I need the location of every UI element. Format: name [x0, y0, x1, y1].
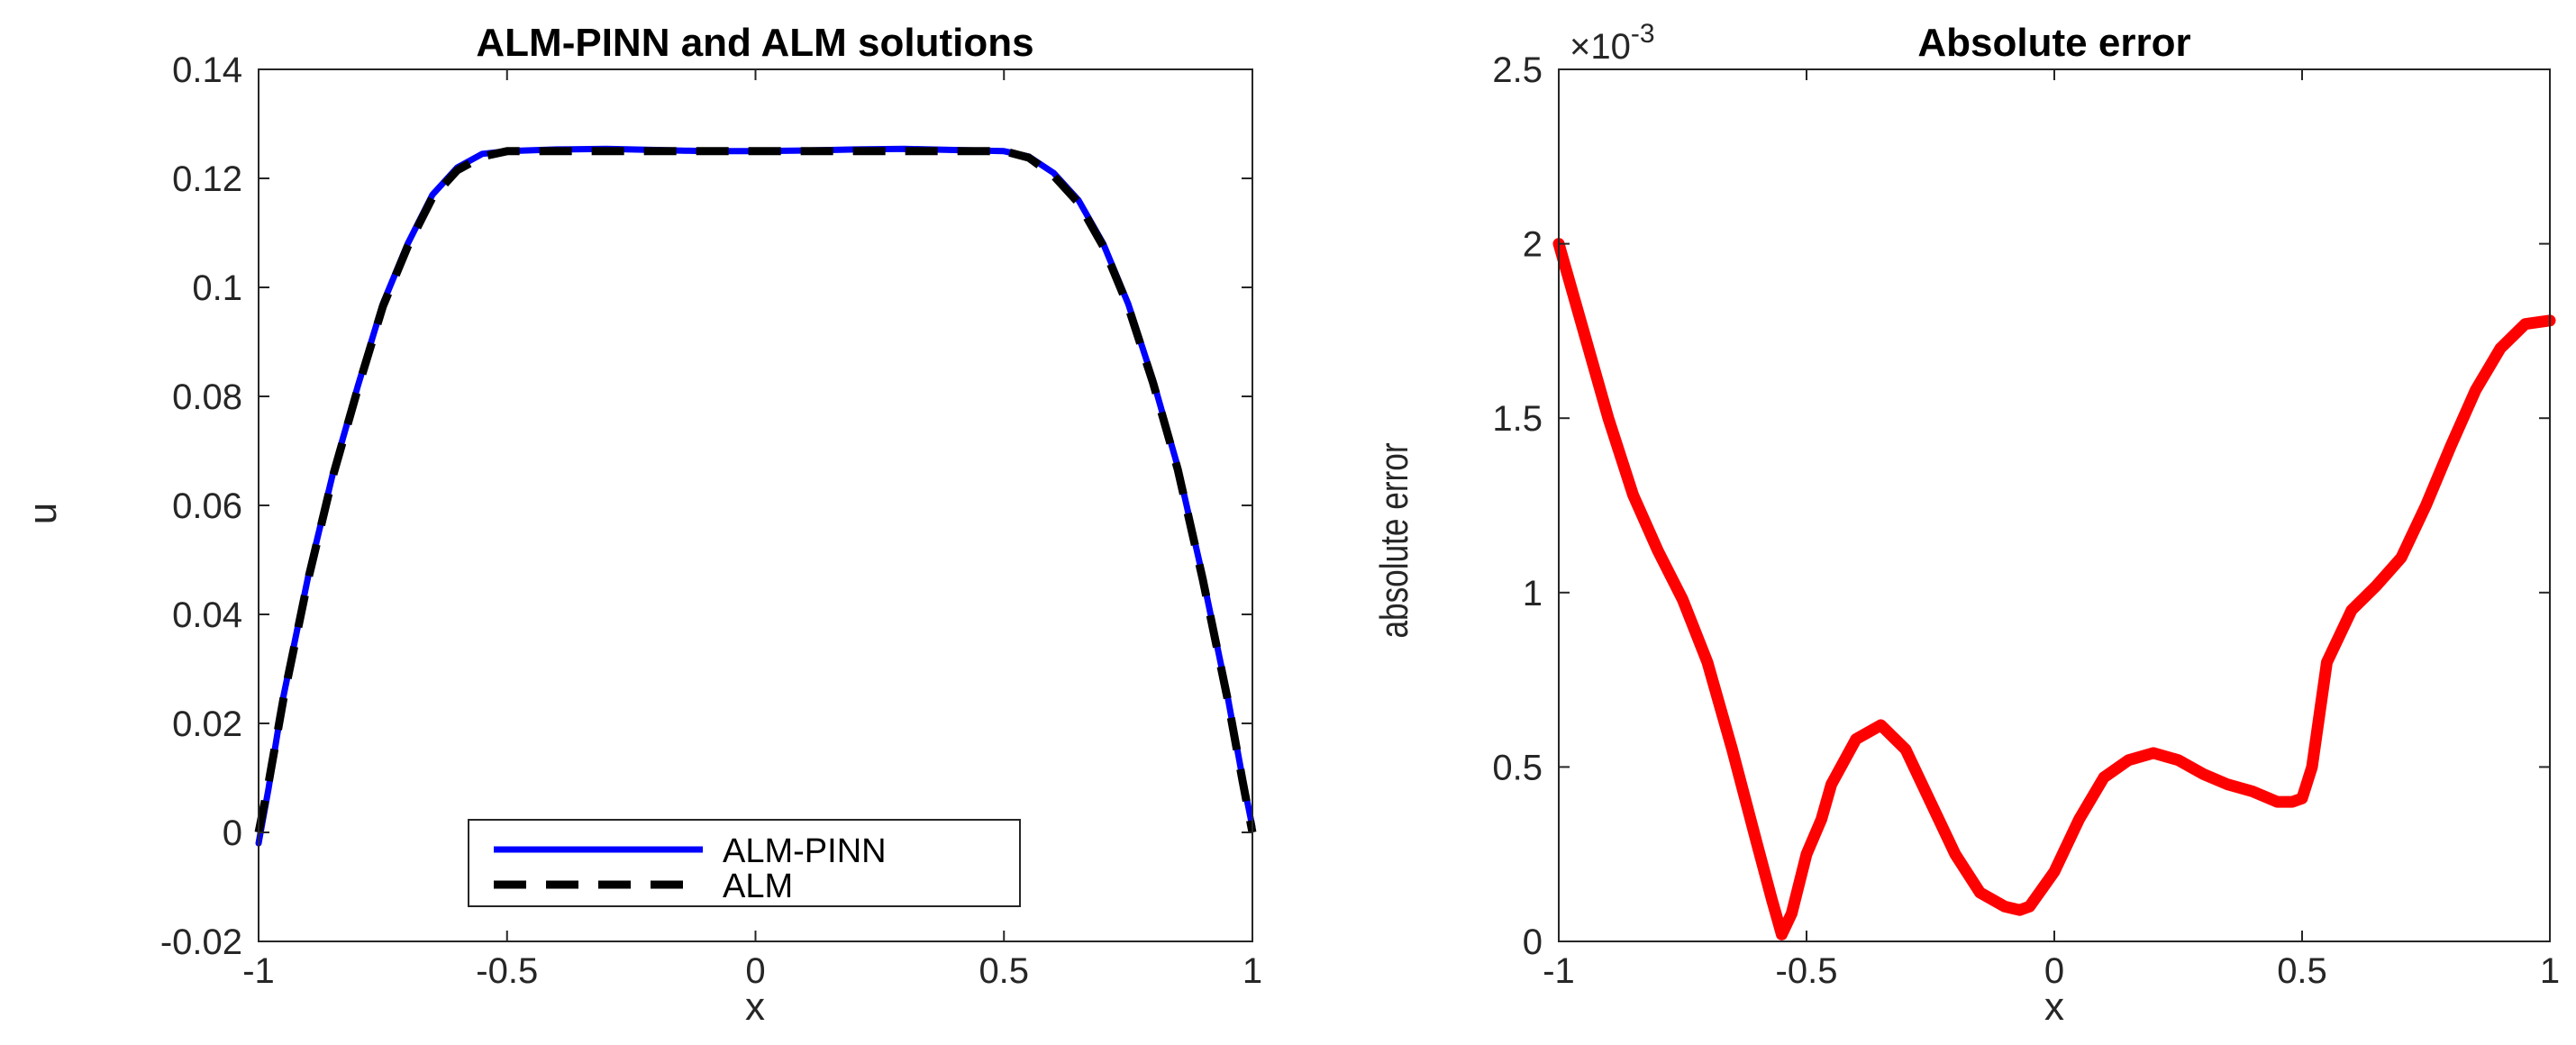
y-tick-label: 0.06 [172, 486, 242, 526]
left-chart-panel: ALM-PINN and ALM solutions -1 -0.5 0 0.5 1 -0… [21, 21, 1262, 1029]
y-tick-label: 2.5 [1492, 50, 1543, 90]
y-tick-label: 2 [1523, 225, 1543, 265]
exponent-base: ×10 [1570, 27, 1631, 67]
y-tick-label: 1 [1523, 574, 1543, 613]
x-tick-label: 1 [1242, 951, 1262, 991]
right-chart-title: Absolute error [1917, 21, 2190, 65]
y-tick-label: 0.04 [172, 595, 242, 635]
right-chart-xlabel: x [2044, 985, 2064, 1029]
x-tick-label: 1 [2540, 951, 2560, 991]
x-tick-label: 0.5 [2277, 951, 2327, 991]
y-tick-label: -0.02 [160, 922, 242, 962]
y-tick-label: 0.12 [172, 159, 242, 199]
x-tick-label: -0.5 [476, 951, 538, 991]
right-chart-plot-area: -1 -0.5 0 0.5 1 0 0.5 1 1.5 2 2.5 [1492, 50, 2560, 991]
y-tick-label: 0.5 [1492, 748, 1543, 787]
x-tick-label: -0.5 [1776, 951, 1838, 991]
x-tick-label: 0 [2044, 951, 2064, 991]
legend-label-alm: ALM [723, 868, 793, 905]
x-tick-label: -1 [1543, 951, 1575, 991]
left-chart-ylabel: u [21, 503, 65, 524]
y-tick-label: 0.1 [192, 268, 242, 308]
legend-box [468, 819, 1021, 907]
x-tick-label: 0.5 [979, 951, 1029, 991]
right-chart-exponent-label: ×10-3 [1570, 19, 1655, 67]
y-tick-label: 0 [223, 813, 242, 853]
left-chart-xlabel: x [745, 985, 765, 1029]
legend-label-alm-pinn: ALM-PINN [723, 832, 887, 870]
y-tick-label: 0.14 [172, 50, 242, 90]
y-tick-label: 0.02 [172, 704, 242, 744]
x-tick-label: -1 [242, 951, 275, 991]
right-chart-ylabel: absolute error [1372, 442, 1416, 638]
left-chart-legend: ALM-PINN ALM [468, 819, 1021, 907]
exponent-power: -3 [1631, 19, 1655, 49]
series-line-alm [254, 147, 1257, 833]
y-tick-label: 0 [1523, 922, 1543, 962]
series-line-absolute-error [1552, 238, 2556, 940]
y-tick-label: 1.5 [1492, 399, 1543, 439]
y-tick-label: 0.08 [172, 377, 242, 417]
x-tick-label: 0 [745, 951, 765, 991]
left-chart-title: ALM-PINN and ALM solutions [476, 21, 1033, 65]
right-chart-panel: Absolute error ×10-3 -1 -0.5 0 0.5 1 0 0.5 1 1.5… [1372, 19, 2560, 1029]
left-chart-plot-area: -1 -0.5 0 0.5 1 -0.02 0 0.02 0.04 0.06 0.08 0.1 0.12… [160, 50, 1262, 991]
